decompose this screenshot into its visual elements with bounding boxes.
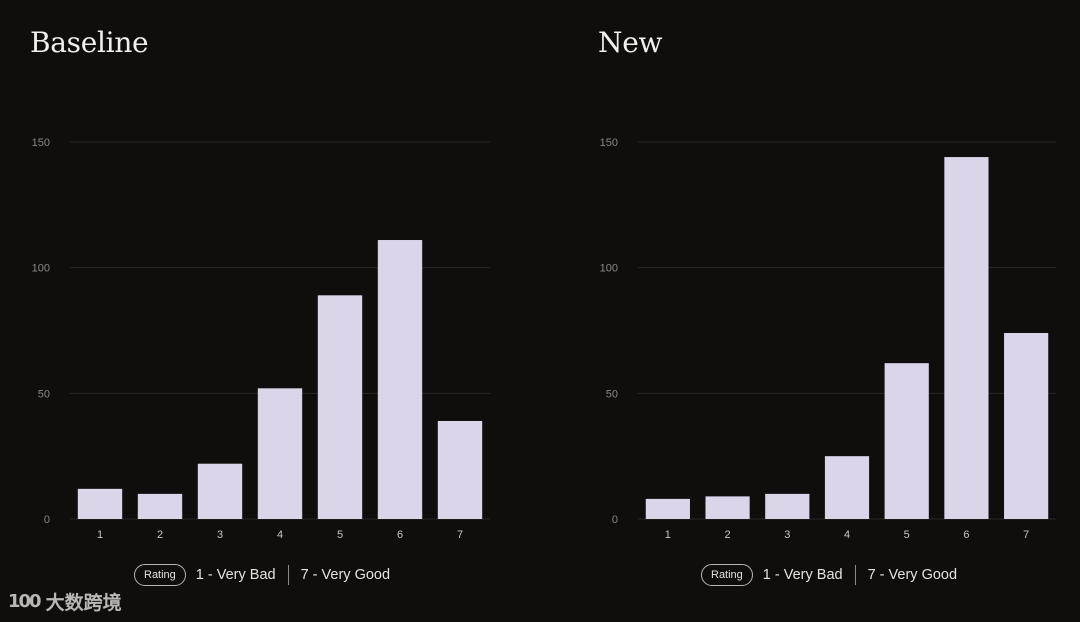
chart-panel-baseline: Baseline 0 50 100 150 1 2 3 4 5 6 7 Rating 1 - Ver… — [30, 26, 490, 586]
bar-rating-3 — [197, 463, 243, 519]
y-tick-label: 50 — [38, 388, 50, 400]
x-tick-label: 4 — [844, 529, 850, 541]
y-tick-label: 0 — [612, 514, 618, 526]
logo-icon: 100 — [8, 591, 42, 612]
bar-rating-2 — [137, 493, 183, 519]
bar-chart-baseline: 0 50 100 150 1 2 3 4 5 6 7 — [32, 137, 490, 541]
x-tick-label: 7 — [1023, 529, 1029, 541]
y-tick-label: 150 — [600, 137, 618, 149]
x-tick-label: 1 — [665, 529, 671, 541]
x-tick-label: 4 — [277, 529, 283, 541]
bar-rating-5 — [317, 295, 363, 519]
x-tick-label: 5 — [904, 529, 910, 541]
chart-legend: Rating 1 - Very Bad 7 - Very Good — [701, 564, 957, 586]
x-tick-label: 2 — [725, 529, 731, 541]
legend-pill: Rating — [701, 564, 753, 586]
x-tick-label: 3 — [784, 529, 790, 541]
watermark-logo: 100 大数跨境 — [8, 588, 122, 615]
chart-title: New — [598, 26, 663, 59]
chart-panel-new: New 0 50 100 150 1 2 3 4 5 6 7 Rating 1 - Very Bad… — [568, 0, 1080, 622]
bar-rating-7 — [437, 420, 483, 519]
bar-rating-4 — [824, 456, 870, 519]
bar-rating-3 — [765, 493, 810, 519]
bar-rating-1 — [645, 498, 690, 519]
bar-rating-2 — [705, 496, 750, 519]
bar-rating-7 — [1004, 333, 1049, 519]
bar-chart-new: 0 50 100 150 1 2 3 4 5 6 7 — [600, 137, 1056, 541]
chart-legend: Rating 1 - Very Bad 7 - Very Good — [134, 564, 390, 586]
bar-rating-4 — [257, 388, 303, 519]
x-tick-label: 6 — [963, 529, 969, 541]
x-tick-label: 1 — [97, 529, 103, 541]
legend-low: 1 - Very Bad — [762, 567, 843, 583]
bar-rating-5 — [884, 363, 929, 519]
x-tick-label: 6 — [397, 529, 403, 541]
legend-separator — [854, 565, 856, 585]
legend-separator — [287, 565, 289, 585]
chart-title: Baseline — [30, 26, 149, 59]
x-tick-label: 3 — [217, 529, 223, 541]
x-tick-label: 5 — [337, 529, 343, 541]
x-tick-label: 2 — [157, 529, 163, 541]
x-tick-label: 7 — [457, 529, 463, 541]
legend-high: 7 - Very Good — [867, 567, 958, 583]
y-tick-label: 100 — [600, 263, 618, 275]
bar-rating-6 — [377, 240, 423, 519]
legend-high: 7 - Very Good — [300, 567, 391, 583]
y-tick-label: 0 — [44, 514, 50, 526]
y-tick-label: 100 — [32, 263, 50, 275]
legend-pill: Rating — [134, 564, 186, 586]
y-tick-label: 150 — [32, 137, 50, 149]
bar-rating-1 — [77, 488, 123, 519]
watermark-text: 大数跨境 — [45, 593, 122, 614]
legend-low: 1 - Very Bad — [195, 567, 276, 583]
bar-rating-6 — [944, 157, 989, 519]
y-tick-label: 50 — [606, 388, 618, 400]
